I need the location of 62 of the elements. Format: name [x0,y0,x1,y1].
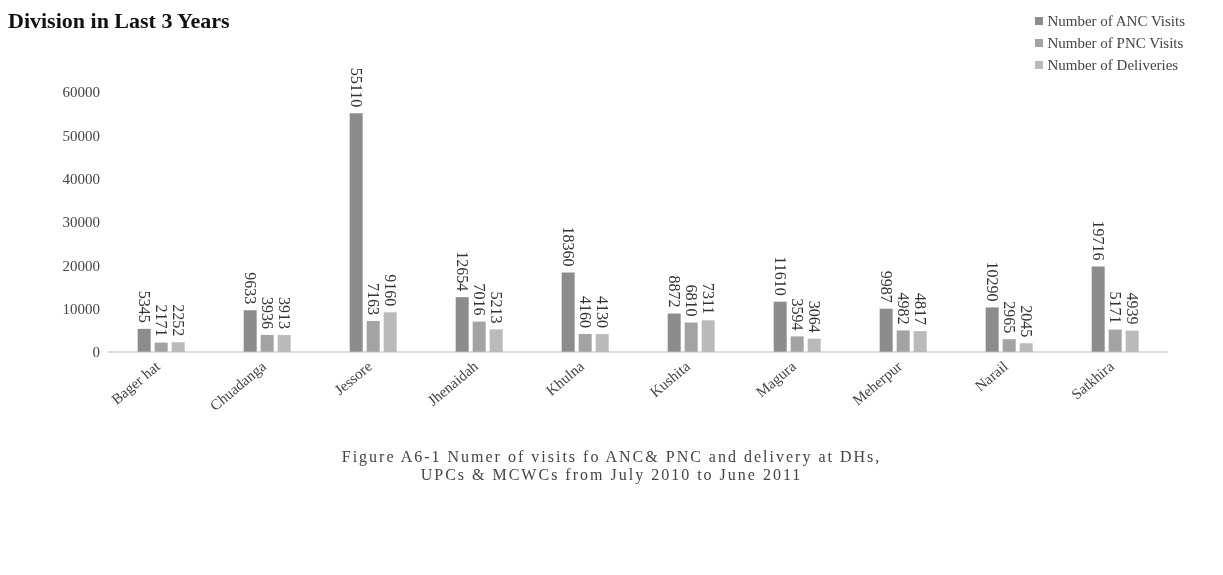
bar [790,336,804,352]
data-label: 4939 [1123,292,1141,325]
data-label: 4817 [911,293,929,326]
bar [773,301,787,352]
data-label: 18360 [559,226,577,267]
y-tick-label: 40000 [62,170,100,187]
y-tick-label: 60000 [62,84,100,101]
legend-label: Number of ANC Visits [1047,12,1185,31]
data-label: 6810 [682,284,700,317]
data-label: 7016 [470,283,488,316]
data-label: 9160 [381,274,399,307]
data-label: 2252 [169,304,187,337]
data-label: 3064 [805,300,823,333]
data-label: 55110 [347,67,365,108]
chart-title: Division in Last 3 Years [8,8,230,34]
data-label: 11610 [771,256,789,296]
data-label: 2171 [152,304,170,337]
data-label: 9633 [241,272,259,305]
caption: Figure A6-1 Numer of visits fo ANC& PNC and delivery at DHs, [340,448,883,466]
data-label: 5171 [1106,291,1124,324]
bar [684,322,698,352]
bar [366,320,380,352]
bar [1002,339,1016,352]
data-label: 7311 [699,282,717,315]
bar [561,272,575,352]
bar [1091,266,1105,352]
bar [137,328,151,352]
y-tick-label: 20000 [62,257,100,274]
bar [243,310,257,352]
legend-label: Number of PNC Visits [1047,34,1184,53]
data-label: 3594 [788,298,806,331]
bar [349,113,363,352]
bar [896,330,910,352]
bar [455,297,469,352]
bar [472,321,486,352]
bar [985,307,999,352]
data-label: 2965 [1000,301,1018,334]
y-tick-label: 30000 [62,214,100,231]
text: UPCs & MCWCs from July 2010 to June 2011 [419,466,804,484]
bar [879,308,893,352]
data-label: 5345 [135,290,153,323]
data-label: 9987 [877,270,895,303]
data-label: 4160 [576,295,594,328]
bar [667,313,681,352]
data-label: 4982 [894,292,912,325]
data-label: 2045 [1017,305,1035,338]
bar [1108,329,1122,352]
data-label: 4130 [593,296,611,329]
data-label: 3913 [275,297,293,330]
y-tick-label: 50000 [62,127,100,144]
legend-label: Number of Deliveries [1047,56,1179,75]
y-tick-label: 10000 [62,300,100,317]
data-label: 3936 [258,296,276,329]
data-label: 10290 [983,261,1001,302]
y-tick-label: 0 [92,344,100,361]
bar [260,334,274,352]
bar [578,333,592,352]
data-label: 19716 [1089,220,1107,261]
data-label: 5213 [487,291,505,324]
data-label: 7163 [364,282,382,315]
data-label: 8872 [665,275,683,308]
data-label: 12654 [453,251,471,292]
